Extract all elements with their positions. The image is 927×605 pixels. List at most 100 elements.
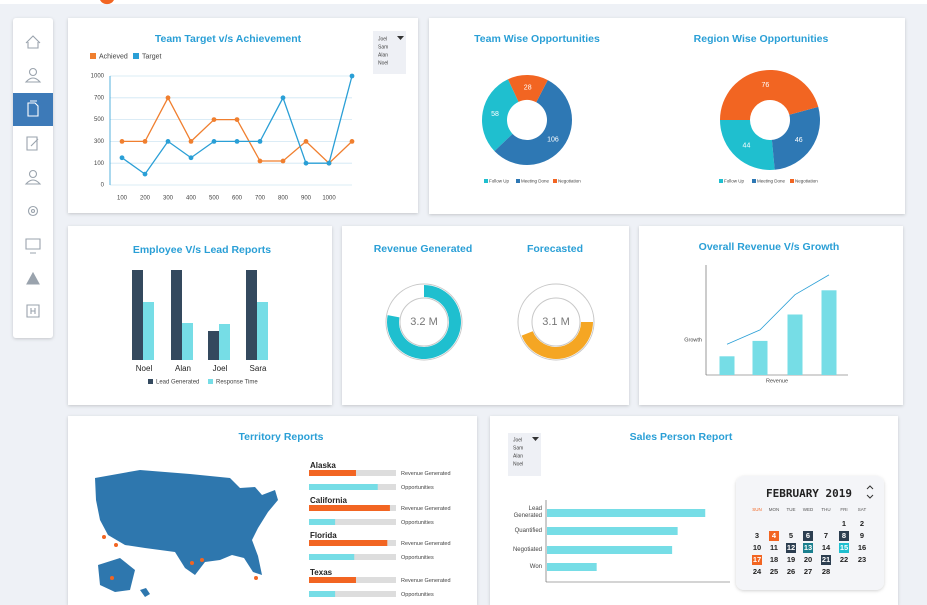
dropdown-item[interactable]: Joel	[513, 437, 522, 443]
chart-title: Overall Revenue V/s Growth	[699, 241, 840, 253]
point	[257, 158, 263, 164]
dropdown-item[interactable]: Sam	[378, 44, 388, 50]
day-highlight[interactable]	[839, 531, 849, 541]
day[interactable]: 13	[804, 543, 812, 552]
state-label: Alaska	[310, 461, 336, 470]
day[interactable]: 10	[753, 543, 761, 552]
bar-label: Revenue Generated	[401, 471, 451, 477]
day[interactable]: 18	[770, 555, 778, 564]
day[interactable]: 22	[840, 555, 848, 564]
day[interactable]: 23	[858, 555, 866, 564]
weekday: THU	[821, 507, 830, 512]
day[interactable]: 25	[770, 567, 778, 576]
slice	[771, 106, 820, 170]
point	[165, 95, 171, 101]
chart-title: Forecasted	[527, 243, 583, 255]
legend-swatch	[719, 179, 723, 183]
dropdown-item[interactable]: Sam	[513, 445, 523, 451]
point	[349, 73, 355, 79]
day[interactable]: 26	[787, 567, 795, 576]
day[interactable]: 19	[787, 555, 795, 564]
day[interactable]: 28	[822, 567, 830, 576]
dropdown-item[interactable]: Noel	[378, 60, 388, 66]
bar	[309, 505, 390, 511]
legend-label: Meeting Done	[757, 178, 786, 183]
point	[234, 139, 240, 144]
point	[303, 160, 309, 166]
bar	[246, 270, 257, 360]
day-highlight[interactable]	[821, 555, 831, 565]
home-icon[interactable]	[25, 35, 41, 49]
edit-icon[interactable]	[26, 136, 39, 151]
day[interactable]: 3	[755, 531, 759, 540]
dropdown-arrow[interactable]	[397, 36, 404, 40]
day[interactable]: 16	[858, 543, 866, 552]
sidebar-icons[interactable]	[24, 35, 42, 318]
day[interactable]: 15	[840, 543, 848, 552]
day[interactable]: 27	[804, 567, 812, 576]
day[interactable]: 7	[824, 531, 828, 540]
drive-icon[interactable]	[26, 271, 40, 285]
bar	[309, 554, 355, 560]
y-tick-label: 0	[101, 183, 105, 189]
gauge-inner	[399, 297, 449, 347]
bar-label: Revenue Generated	[401, 506, 451, 512]
legend-label: Follow Up	[489, 178, 510, 183]
h-icon[interactable]	[26, 304, 40, 318]
day[interactable]: 12	[787, 543, 795, 552]
day[interactable]: 4	[772, 531, 777, 540]
day-highlight[interactable]	[839, 543, 849, 553]
x-tick-label: 1000	[322, 196, 336, 202]
bar	[719, 356, 735, 375]
day[interactable]: 11	[770, 543, 778, 552]
bar	[752, 340, 768, 375]
legend-swatch	[752, 179, 756, 183]
dropdown-arrow[interactable]	[532, 437, 539, 441]
day-highlight[interactable]	[752, 555, 762, 565]
x-tick-label: 900	[301, 196, 312, 202]
y-tick-label: Quantified	[514, 527, 542, 534]
point	[280, 158, 286, 164]
dropdown-item[interactable]: Noel	[513, 461, 523, 467]
day[interactable]: 21	[822, 555, 830, 564]
day-highlight[interactable]	[803, 543, 813, 553]
sidebar-active[interactable]	[13, 93, 53, 126]
dropdown-item[interactable]: Alan	[513, 453, 523, 459]
dropdown-item[interactable]: Alan	[378, 52, 388, 58]
line	[726, 274, 830, 345]
x-tick-label: 600	[232, 196, 243, 202]
legend-swatch	[553, 179, 557, 183]
bar	[257, 302, 268, 360]
day[interactable]: 1	[842, 519, 846, 528]
bar	[309, 540, 388, 546]
dropdown-item[interactable]: Joel	[378, 36, 387, 42]
users-icon[interactable]	[28, 169, 38, 179]
weekday: SUN	[752, 507, 762, 512]
day[interactable]: 9	[860, 531, 864, 540]
day-highlight[interactable]	[769, 531, 779, 541]
x-tick-label: 300	[163, 196, 174, 202]
day[interactable]: 20	[804, 555, 812, 564]
day[interactable]: 2	[860, 519, 864, 528]
day-highlight[interactable]	[786, 543, 796, 553]
calendar-toggle[interactable]	[866, 485, 874, 499]
day[interactable]: 6	[806, 531, 810, 540]
slice	[507, 75, 548, 103]
day[interactable]: 14	[822, 543, 831, 552]
day[interactable]: 8	[842, 531, 846, 540]
settings-icon[interactable]	[27, 205, 39, 217]
day[interactable]: 24	[753, 567, 762, 576]
bar	[309, 470, 356, 476]
chart-title: Region Wise Opportunities	[694, 33, 829, 45]
bar	[182, 323, 193, 360]
day[interactable]: 5	[789, 531, 793, 540]
day-highlight[interactable]	[803, 531, 813, 541]
monitor-icon[interactable]	[25, 238, 41, 254]
legend-swatch	[208, 379, 213, 384]
user-icon[interactable]	[28, 67, 38, 77]
day[interactable]: 17	[753, 555, 761, 564]
legend-swatch	[790, 179, 794, 183]
doc-icon[interactable]	[27, 100, 39, 117]
calendar-title: FEBRUARY 2019	[766, 487, 852, 500]
